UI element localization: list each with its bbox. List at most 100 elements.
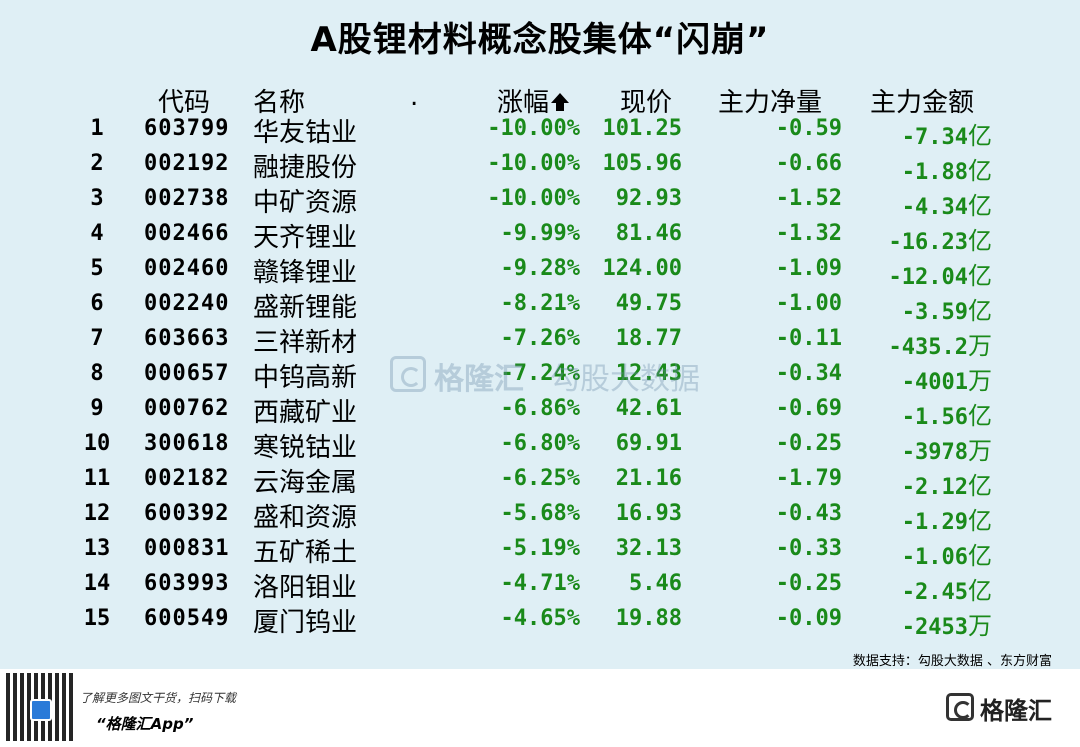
table-row[interactable]: 14 603993 洛阳钼业 -4.71% 5.46 -0.25 -2.45亿 — [0, 569, 1080, 605]
main-amount: -16.23亿 — [889, 221, 992, 256]
stock-code: 002240 — [144, 291, 230, 316]
stock-name: 盛新锂能 — [253, 293, 358, 323]
main-amount-unit: 亿 — [968, 192, 992, 220]
main-amount-unit: 万 — [968, 367, 992, 395]
change-percent: -10.00% — [487, 186, 580, 211]
main-amount-unit: 亿 — [968, 227, 992, 255]
main-net-volume: -0.33 — [775, 536, 842, 561]
table-row[interactable]: 7 603663 三祥新材 -7.26% 18.77 -0.11 -435.2万 — [0, 324, 1080, 361]
current-price: 42.61 — [615, 396, 682, 421]
main-amount-value: -2.45 — [901, 580, 968, 605]
main-net-volume: -0.25 — [775, 431, 842, 456]
main-amount-value: -7.34 — [901, 125, 968, 150]
table-row[interactable]: 11 002182 云海金属 -6.25% 21.16 -1.79 -2.12亿 — [0, 464, 1080, 501]
main-amount-value: -3978 — [901, 440, 968, 465]
table-row[interactable]: 6 002240 盛新锂能 -8.21% 49.75 -1.00 -3.59亿 — [0, 289, 1080, 326]
change-percent: -4.65% — [500, 606, 580, 631]
main-amount-value: -4.34 — [901, 195, 968, 220]
main-net-volume: -0.09 — [775, 606, 842, 631]
table-row[interactable]: 1 603799 华友钴业 -10.00% 101.25 -0.59 -7.34亿 — [0, 114, 1080, 150]
main-amount: -1.88亿 — [902, 151, 992, 186]
row-index: 13 — [83, 536, 111, 561]
row-index: 14 — [83, 571, 111, 596]
main-net-volume: -1.09 — [775, 256, 842, 281]
stock-code: 002466 — [144, 221, 230, 246]
main-amount-value: -2.12 — [901, 475, 968, 500]
current-price: 92.93 — [615, 186, 682, 211]
main-amount-unit: 亿 — [968, 297, 992, 325]
table-row[interactable]: 5 002460 赣锋锂业 -9.28% 124.00 -1.09 -12.04亿 — [0, 254, 1080, 291]
stock-name: 厦门钨业 — [253, 608, 358, 638]
table-row[interactable]: 8 000657 中钨高新 -7.24% 12.43 -0.34 -4001万 — [0, 359, 1080, 395]
table-row[interactable]: 3 002738 中矿资源 -10.00% 92.93 -1.52 -4.34亿 — [0, 184, 1080, 221]
qr-logo-icon — [30, 699, 52, 721]
main-net-volume: -1.79 — [775, 466, 842, 491]
stock-code: 002738 — [144, 186, 230, 211]
main-amount-unit: 亿 — [968, 472, 992, 500]
change-percent: -5.68% — [500, 501, 580, 526]
row-index: 12 — [83, 501, 111, 526]
stock-name: 中矿资源 — [253, 188, 358, 218]
header-name: 名称 — [253, 88, 306, 118]
brand-name: 格隆汇 — [980, 697, 1052, 725]
change-percent: -9.28% — [500, 256, 580, 281]
header-net: 主力净量 — [718, 88, 823, 118]
stock-name: 五矿稀土 — [253, 538, 358, 568]
main-amount-value: -3.59 — [901, 300, 968, 325]
current-price: 12.43 — [615, 361, 682, 386]
current-price: 69.91 — [615, 431, 682, 456]
table-row[interactable]: 2 002192 融捷股份 -10.00% 105.96 -0.66 -1.88亿 — [0, 149, 1080, 186]
header-price: 现价 — [620, 88, 673, 118]
table-row[interactable]: 9 000762 西藏矿业 -6.86% 42.61 -0.69 -1.56亿 — [0, 394, 1080, 430]
main-amount-unit: 亿 — [968, 262, 992, 290]
change-percent: -10.00% — [487, 116, 580, 141]
stock-name: 天齐锂业 — [253, 223, 358, 253]
stock-code: 000831 — [144, 536, 230, 561]
main-amount-value: -12.04 — [888, 265, 968, 290]
table-row[interactable]: 12 600392 盛和资源 -5.68% 16.93 -0.43 -1.29亿 — [0, 499, 1080, 536]
table-row[interactable]: 10 300618 寒锐钴业 -6.80% 69.91 -0.25 -3978万 — [0, 429, 1080, 465]
main-amount: -1.06亿 — [902, 536, 992, 571]
row-index: 1 — [90, 116, 104, 141]
stock-code: 603799 — [144, 116, 230, 141]
row-index: 6 — [90, 291, 104, 316]
header-amount: 主力金额 — [870, 88, 975, 118]
main-net-volume: -0.43 — [775, 501, 842, 526]
stock-code: 600392 — [144, 501, 230, 526]
current-price: 32.13 — [615, 536, 682, 561]
stock-code: 300618 — [144, 431, 230, 456]
stock-name: 西藏矿业 — [253, 398, 358, 428]
table-row[interactable]: 4 002466 天齐锂业 -9.99% 81.46 -1.32 -16.23亿 — [0, 219, 1080, 256]
row-index: 8 — [90, 361, 104, 386]
main-amount-unit: 亿 — [968, 157, 992, 185]
header-dot: . — [410, 82, 419, 112]
main-amount: -4.34亿 — [902, 186, 992, 221]
row-index: 11 — [83, 466, 111, 491]
stock-code: 002460 — [144, 256, 230, 281]
stock-code: 000762 — [144, 396, 230, 421]
main-amount-unit: 亿 — [968, 542, 992, 570]
table-row[interactable]: 13 000831 五矿稀土 -5.19% 32.13 -0.33 -1.06亿 — [0, 534, 1080, 571]
current-price: 101.25 — [602, 116, 682, 141]
change-percent: -7.24% — [500, 361, 580, 386]
brand-logo-icon — [946, 693, 974, 721]
main-amount: -12.04亿 — [889, 256, 992, 291]
main-amount-unit: 亿 — [968, 122, 992, 150]
main-amount: -1.29亿 — [902, 501, 992, 536]
header-change[interactable]: 涨幅 — [497, 82, 570, 119]
current-price: 5.46 — [629, 571, 682, 596]
main-amount: -3.59亿 — [902, 291, 992, 326]
main-amount: -435.2万 — [889, 326, 992, 361]
stock-name: 中钨高新 — [253, 363, 358, 393]
main-amount: -2.12亿 — [902, 466, 992, 501]
main-amount-value: -2453 — [901, 615, 968, 640]
brand: 格隆汇 — [946, 691, 1066, 725]
stock-code: 600549 — [144, 606, 230, 631]
table-row[interactable]: 15 600549 厦门钨业 -4.65% 19.88 -0.09 -2453万 — [0, 604, 1080, 641]
current-price: 21.16 — [615, 466, 682, 491]
stock-name: 华友钴业 — [253, 118, 358, 148]
main-amount: -2453万 — [902, 606, 992, 641]
main-amount-value: -435.2 — [888, 335, 968, 360]
change-percent: -9.99% — [500, 221, 580, 246]
row-index: 4 — [90, 221, 104, 246]
